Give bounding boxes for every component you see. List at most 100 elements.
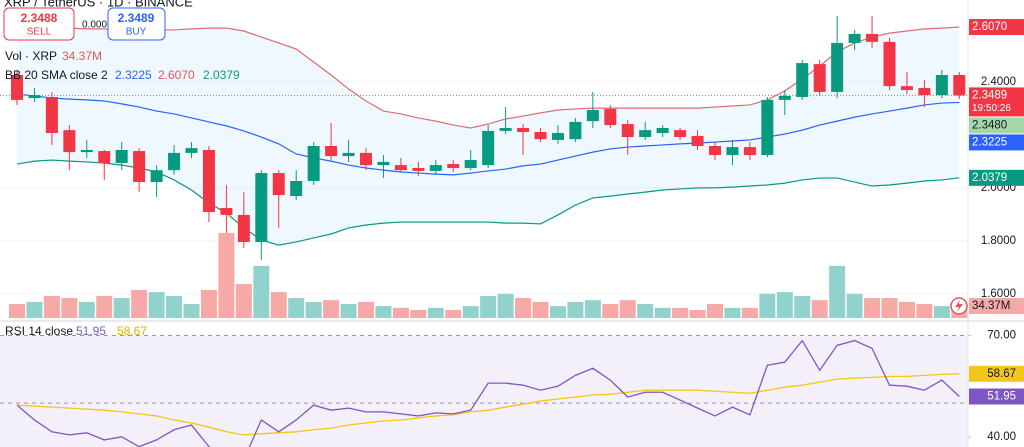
volume-bar <box>445 309 462 318</box>
candle-body <box>709 146 721 156</box>
volume-bar <box>759 293 776 318</box>
value-tag <box>969 388 1024 405</box>
sell-price: 2.3488 <box>21 11 58 25</box>
value-tag-label: 51.95 <box>987 391 1016 403</box>
volume-bar <box>846 293 863 318</box>
candle-body <box>796 63 809 97</box>
volume-bar <box>898 301 915 318</box>
volume-bar <box>881 298 898 318</box>
candle-body <box>918 87 931 96</box>
volume-bar <box>358 301 374 318</box>
volume-bar <box>549 306 566 318</box>
volume-bar <box>462 306 479 318</box>
candle-body <box>220 208 233 215</box>
candle-body <box>28 95 41 99</box>
y-tick-label: 40.00 <box>987 431 1016 443</box>
candle-body <box>80 149 93 153</box>
price-tag-label: 34.37M <box>972 300 1010 312</box>
volume-bar <box>323 300 340 318</box>
volume-bar <box>340 304 357 318</box>
spread: 0.0001 <box>82 20 113 31</box>
candle-body <box>743 147 756 156</box>
candle-body <box>185 148 198 153</box>
candle-body <box>482 130 495 166</box>
candle-body <box>639 130 652 138</box>
candle-body <box>150 170 163 183</box>
candle-body <box>691 135 704 147</box>
volume-bar <box>183 304 200 318</box>
candle-body <box>202 149 215 212</box>
volume-bar <box>794 295 811 318</box>
volume-bar <box>26 301 43 318</box>
axis: 2.40002.00001.80001.60002.60702.348919:5… <box>968 19 1024 443</box>
volume-bar <box>78 301 95 318</box>
volume-bar <box>672 307 689 318</box>
price-pane <box>0 15 968 318</box>
volume-bar <box>131 290 148 318</box>
y-tick-label: 1.6000 <box>981 288 1016 300</box>
volume-bar <box>166 295 183 318</box>
volume-legend-value: 34.37M <box>62 49 102 63</box>
volume-bar <box>741 307 758 318</box>
candle-body <box>255 173 268 242</box>
volume-bar <box>480 295 497 318</box>
candle-body <box>604 108 617 126</box>
volume-bar <box>933 306 950 318</box>
volume-bar <box>864 298 881 318</box>
price-tag <box>969 134 1024 151</box>
volume-bar <box>515 298 532 318</box>
price-tag <box>969 87 1024 117</box>
volume-bar <box>707 304 723 318</box>
volume-bar <box>43 295 60 318</box>
candle-body <box>726 147 739 156</box>
bb-legend: BB 20 SMA close 2 <box>5 68 108 82</box>
price-tag <box>969 117 1024 134</box>
candle-body <box>115 149 128 163</box>
candle-body <box>325 146 338 157</box>
candle-body <box>168 152 181 171</box>
candle-body <box>586 109 599 122</box>
alert-icon[interactable] <box>950 297 968 315</box>
volume-bar <box>235 284 252 318</box>
candle-body <box>237 214 250 242</box>
volume-bar <box>829 265 846 318</box>
volume-bar <box>811 300 828 318</box>
price-tag <box>969 297 1024 314</box>
rsi-line <box>16 373 960 436</box>
price-tag-label: 2.3489 <box>972 89 1007 101</box>
volume-bar <box>916 304 933 318</box>
volume-bar <box>375 306 392 318</box>
volume-bar <box>148 292 165 318</box>
candle-body <box>900 86 913 91</box>
volume-bar <box>776 292 793 318</box>
candle-body <box>883 41 896 87</box>
candle-body <box>517 127 530 132</box>
buy-label: BUY <box>126 27 147 38</box>
candle-body <box>98 151 111 163</box>
volume-bar <box>637 304 654 318</box>
price-tag-label: 2.3480 <box>972 119 1007 131</box>
volume-bar <box>305 301 322 318</box>
volume-bar <box>654 307 671 318</box>
sell-button[interactable] <box>3 7 75 41</box>
value-tag-label: 58.67 <box>987 368 1016 380</box>
volume-bar <box>532 301 549 318</box>
rsi-pane <box>0 335 968 447</box>
candle-body <box>447 164 460 169</box>
candle-body <box>342 152 355 157</box>
buy-button[interactable] <box>107 7 166 41</box>
candle-body <box>133 151 146 183</box>
candle-body <box>377 161 390 166</box>
candle-body <box>290 180 303 197</box>
rsi-band <box>0 335 968 447</box>
volume-bar <box>392 307 409 318</box>
candle-body <box>761 99 774 156</box>
volume-bar <box>410 309 427 318</box>
chart-title: XRP / TetherUS · 1D · BINANCE <box>4 0 193 9</box>
candle-body <box>412 168 425 171</box>
volume-bar <box>253 265 270 318</box>
price-tag <box>969 169 1024 186</box>
volume-bar <box>288 298 305 318</box>
y-tick-label: 70.00 <box>987 330 1016 342</box>
